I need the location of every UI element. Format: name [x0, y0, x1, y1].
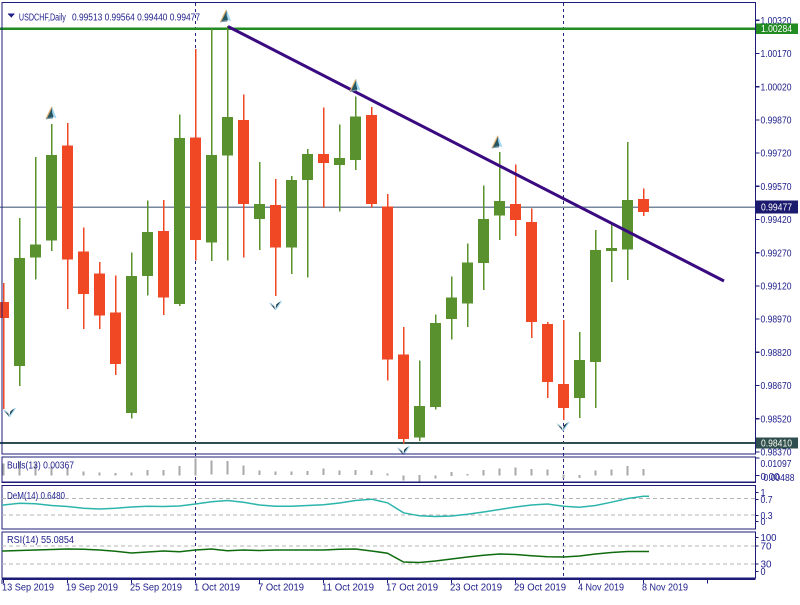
- svg-text:0.99570: 0.99570: [761, 182, 792, 193]
- svg-text:100: 100: [761, 533, 777, 544]
- svg-text:4 Nov 2019: 4 Nov 2019: [578, 583, 624, 594]
- svg-text:0.99270: 0.99270: [761, 248, 792, 259]
- svg-text:0: 0: [761, 517, 766, 528]
- svg-text:0.99513 0.99564 0.99440 0.9947: 0.99513 0.99564 0.99440 0.99477: [72, 13, 200, 24]
- svg-text:1.00320: 1.00320: [761, 16, 792, 27]
- svg-text:0.98820: 0.98820: [761, 348, 792, 359]
- svg-text:23 Oct 2019: 23 Oct 2019: [450, 583, 502, 594]
- svg-text:30: 30: [761, 559, 772, 570]
- svg-text:0.00: 0.00: [761, 472, 780, 483]
- svg-text:0: 0: [761, 567, 766, 578]
- svg-text:1.00284: 1.00284: [761, 24, 792, 35]
- svg-text:0.01097: 0.01097: [761, 459, 792, 470]
- svg-text:USDCHF,Daily: USDCHF,Daily: [19, 13, 66, 24]
- svg-text:DeM(14) 0.6480: DeM(14) 0.6480: [7, 491, 65, 502]
- svg-text:0.3: 0.3: [761, 511, 773, 522]
- svg-text:0.99420: 0.99420: [761, 215, 792, 226]
- svg-text:0.98410: 0.98410: [761, 439, 792, 450]
- svg-text:8 Nov 2019: 8 Nov 2019: [642, 583, 688, 594]
- svg-text:0.98670: 0.98670: [761, 381, 792, 392]
- svg-text:0.98970: 0.98970: [761, 315, 792, 326]
- svg-text:1.00170: 1.00170: [761, 49, 792, 60]
- svg-text:0.99870: 0.99870: [761, 116, 792, 127]
- svg-text:70: 70: [761, 541, 772, 552]
- svg-text:13 Sep 2019: 13 Sep 2019: [2, 583, 54, 594]
- svg-text:0.98520: 0.98520: [761, 414, 792, 425]
- svg-text:19 Sep 2019: 19 Sep 2019: [66, 583, 118, 594]
- svg-text:1.00020: 1.00020: [761, 82, 792, 93]
- svg-text:RSI(14) 55.0854: RSI(14) 55.0854: [7, 535, 74, 546]
- svg-text:11 Oct 2019: 11 Oct 2019: [322, 583, 374, 594]
- svg-text:25 Sep 2019: 25 Sep 2019: [130, 583, 182, 594]
- svg-text:17 Oct 2019: 17 Oct 2019: [386, 583, 438, 594]
- svg-text:0.99720: 0.99720: [761, 149, 792, 160]
- svg-text:0.00488: 0.00488: [764, 473, 795, 484]
- svg-text:1: 1: [761, 488, 766, 499]
- svg-text:0.99120: 0.99120: [761, 282, 792, 293]
- svg-text:7 Oct 2019: 7 Oct 2019: [258, 583, 304, 594]
- svg-text:0.7: 0.7: [761, 495, 773, 506]
- svg-text:Bulls(13) 0.00367: Bulls(13) 0.00367: [7, 461, 74, 472]
- svg-text:29 Oct 2019: 29 Oct 2019: [514, 583, 566, 594]
- svg-text:0.99477: 0.99477: [761, 203, 792, 214]
- svg-text:0.98370: 0.98370: [761, 448, 792, 459]
- svg-text:1 Oct 2019: 1 Oct 2019: [194, 583, 240, 594]
